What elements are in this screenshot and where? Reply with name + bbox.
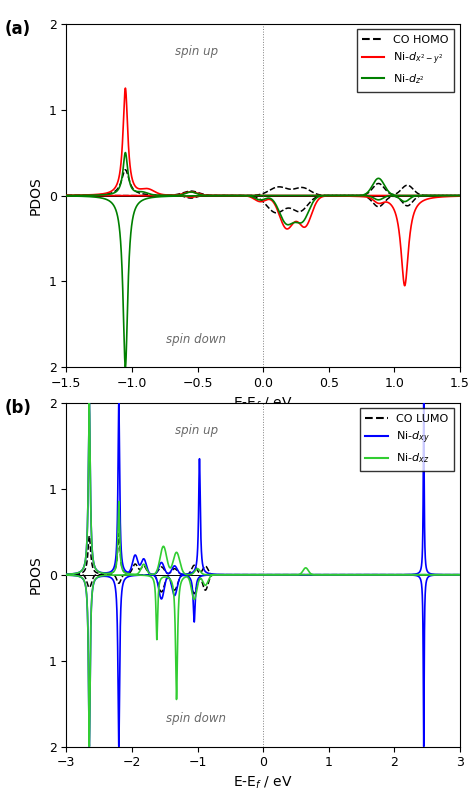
Y-axis label: PDOS: PDOS xyxy=(29,555,43,594)
Text: (a): (a) xyxy=(5,20,31,38)
Legend: CO HOMO, Ni-$d_{x^2-y^2}$, Ni-$d_{z^2}$: CO HOMO, Ni-$d_{x^2-y^2}$, Ni-$d_{z^2}$ xyxy=(356,29,454,92)
Text: (b): (b) xyxy=(5,399,32,417)
Text: spin up: spin up xyxy=(174,424,218,438)
X-axis label: E-E$_f$ / eV: E-E$_f$ / eV xyxy=(233,396,293,412)
Text: spin down: spin down xyxy=(166,712,226,725)
Text: spin up: spin up xyxy=(174,45,218,58)
Legend: CO LUMO, Ni-$d_{xy}$, Ni-$d_{xz}$: CO LUMO, Ni-$d_{xy}$, Ni-$d_{xz}$ xyxy=(360,408,454,471)
X-axis label: E-E$_f$ / eV: E-E$_f$ / eV xyxy=(233,775,293,790)
Text: spin down: spin down xyxy=(166,333,226,346)
Y-axis label: PDOS: PDOS xyxy=(29,176,43,215)
